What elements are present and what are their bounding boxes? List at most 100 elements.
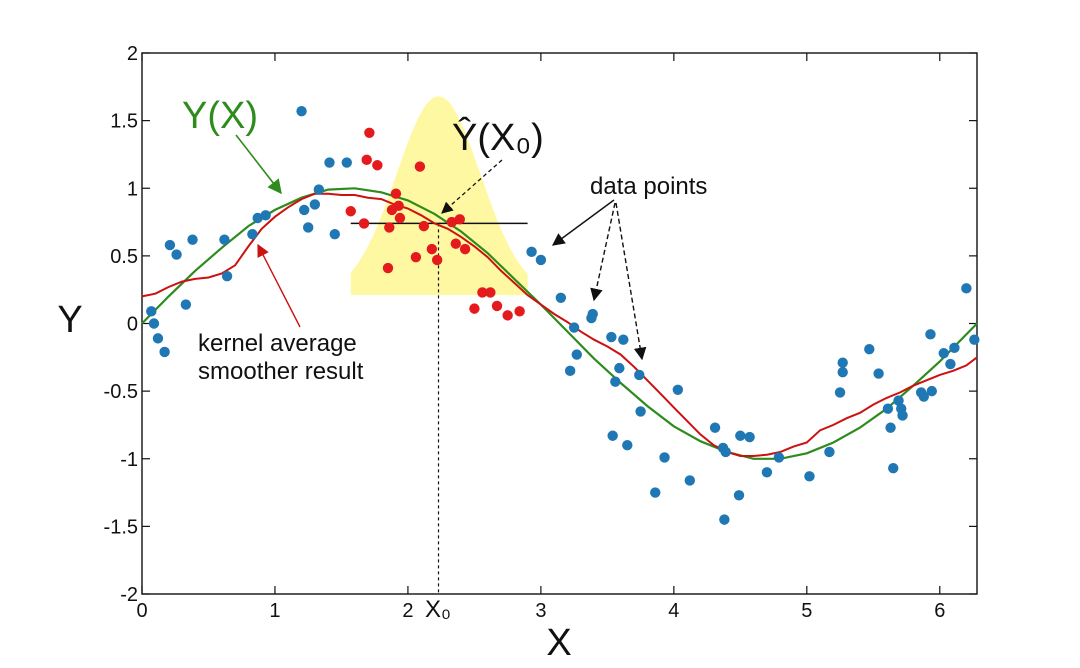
data-points-group <box>146 105 980 525</box>
y-tick-label: 2 <box>127 43 138 65</box>
data-point <box>634 369 645 381</box>
data-point <box>733 490 745 501</box>
data-point <box>926 385 937 397</box>
data-points-arrow-3 <box>615 202 647 361</box>
kernel-data-point <box>469 303 480 314</box>
data-point <box>719 514 730 525</box>
kernel-weight-shape <box>350 96 528 296</box>
kernel-data-point <box>477 287 488 298</box>
data-point <box>329 229 340 240</box>
data-point <box>888 463 899 474</box>
data-point <box>773 452 785 463</box>
data-point <box>837 357 848 368</box>
kernel-data-point <box>502 310 513 321</box>
x-tick-label: 0 <box>136 600 147 622</box>
data-point <box>961 283 972 294</box>
yhat-label: Ŷ(X₀) <box>452 116 544 159</box>
kernel-data-point <box>418 220 430 232</box>
kernel-data-point <box>431 254 443 266</box>
kernel-data-point <box>514 306 525 317</box>
y-tick-label: 0.5 <box>110 246 138 268</box>
data-point <box>709 422 721 433</box>
data-point <box>313 184 325 195</box>
data-point <box>610 376 621 387</box>
y-tick-label: -0.5 <box>104 381 138 403</box>
kernel-data-point <box>345 206 356 217</box>
kernel-points-group <box>345 127 525 321</box>
data-point <box>324 157 335 168</box>
data-point <box>221 270 233 282</box>
data-point <box>873 368 884 379</box>
y-axis-label: Y <box>57 299 82 341</box>
smoother-arrow <box>257 243 301 328</box>
y-tick-label: -1.5 <box>104 516 138 538</box>
kernel-data-point <box>361 154 372 166</box>
data-point <box>672 384 684 395</box>
y-tick-label: 1 <box>127 178 138 200</box>
data-point <box>606 331 617 343</box>
data-point <box>148 318 160 329</box>
data-point <box>187 234 198 245</box>
data-point <box>650 487 661 498</box>
true-curve-label: Y(X) <box>182 95 258 137</box>
data-point <box>969 334 980 345</box>
smoother-result-curve <box>141 192 978 457</box>
kernel-data-point <box>410 252 422 263</box>
data-point <box>614 362 625 374</box>
data-point <box>180 299 192 310</box>
data-point <box>164 239 176 251</box>
kernel-data-point <box>390 188 402 199</box>
data-points-arrow-1 <box>551 199 615 246</box>
data-point <box>571 349 582 360</box>
data-point <box>938 348 949 359</box>
data-point <box>564 365 576 377</box>
data-points-arrow-2 <box>590 202 616 302</box>
data-point <box>744 431 755 443</box>
x-tick-label: 4 <box>668 600 679 622</box>
data-point <box>720 446 731 458</box>
kernel-data-point <box>393 200 404 212</box>
kernel-data-point <box>426 243 438 255</box>
y-tick-label: 0 <box>127 314 138 336</box>
data-point <box>299 204 310 216</box>
x-axis-label: X <box>546 622 571 664</box>
y-tick-label: -2 <box>120 584 138 606</box>
data-point <box>159 346 170 358</box>
kernel-data-point <box>364 127 375 138</box>
kernel-data-point <box>485 287 496 298</box>
data-point <box>735 430 746 441</box>
data-point <box>341 157 352 168</box>
data-point <box>252 212 263 224</box>
kernel-data-point <box>384 222 395 233</box>
kernel-data-point <box>459 243 471 255</box>
x-tick-label: 5 <box>801 600 812 622</box>
data-point <box>146 306 157 317</box>
kernel-data-point <box>450 238 461 249</box>
data-point <box>897 410 908 421</box>
data-points-label: data points <box>590 173 707 200</box>
data-point <box>247 229 258 240</box>
kernel-data-point <box>382 262 394 274</box>
x-tick-label: 2 <box>402 600 413 622</box>
data-point <box>824 446 835 458</box>
data-point <box>925 329 936 340</box>
data-point <box>568 322 580 333</box>
data-point <box>893 395 904 406</box>
data-point <box>309 199 321 210</box>
y-tick-label: -1 <box>120 449 138 471</box>
data-point <box>219 234 230 245</box>
data-point <box>918 391 930 402</box>
kernel-data-point <box>394 212 406 224</box>
x-tick-label: 1 <box>269 600 280 622</box>
data-point <box>607 430 618 441</box>
data-point <box>659 452 670 463</box>
x0-tick-label: X₀ <box>425 596 451 623</box>
x-tick-label: 6 <box>934 600 945 622</box>
data-point <box>555 292 567 304</box>
data-point <box>684 475 696 486</box>
data-point <box>303 222 314 233</box>
data-point <box>949 342 960 354</box>
data-point <box>622 440 633 451</box>
data-point <box>152 333 164 344</box>
data-point <box>296 105 307 117</box>
